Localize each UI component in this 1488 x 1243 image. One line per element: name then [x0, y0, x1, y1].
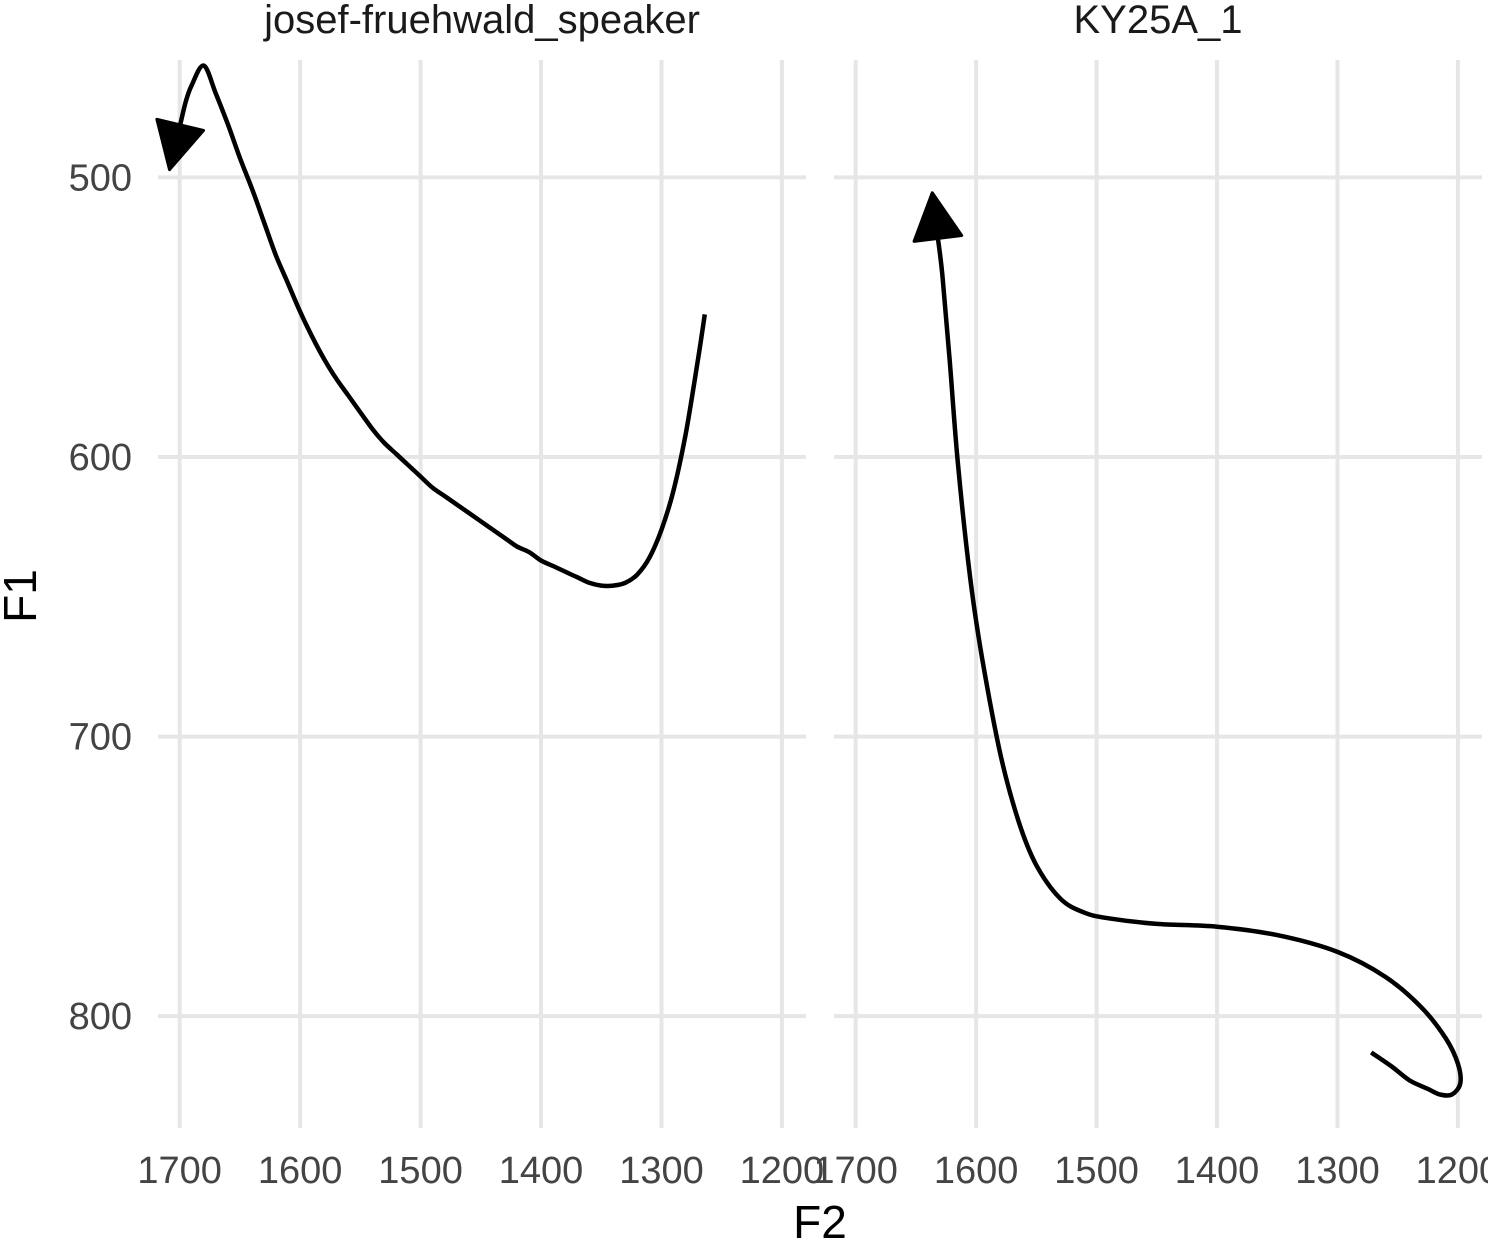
panel-josef-fruehwald-speaker: 1700 1600 1500 1400 1300 1200 josef-fruehwald…	[137, 0, 824, 1192]
panel-0-x-ticks: 1700 1600 1500 1400 1300 1200	[137, 1150, 824, 1192]
trajectory-line	[177, 63, 708, 589]
x-tick-label: 1200	[740, 1150, 825, 1192]
panel-1-x-ticks: 1700 1600 1500 1400 1300 1200	[813, 1150, 1488, 1192]
x-tick-label: 1600	[934, 1150, 1019, 1192]
arrow-head	[155, 117, 206, 172]
arrow-head	[912, 191, 964, 243]
x-tick-label: 1700	[137, 1150, 222, 1192]
panel-1-grid	[834, 60, 1482, 1128]
panel-ky25a-1: 1700 1600 1500 1400 1300 1200 KY25A_1	[813, 0, 1488, 1192]
y-tick-label: 600	[69, 437, 132, 479]
y-axis-ticks: 500 600 700 800	[69, 157, 132, 1038]
x-tick-label: 1600	[258, 1150, 343, 1192]
x-tick-label: 1500	[378, 1150, 463, 1192]
panel-0-trajectory	[155, 63, 708, 589]
panel-1-title: KY25A_1	[1073, 0, 1242, 42]
x-tick-label: 1700	[813, 1150, 898, 1192]
trajectory-line	[935, 235, 1463, 1098]
x-axis-title: F2	[793, 1196, 847, 1243]
y-tick-label: 700	[69, 717, 132, 759]
x-tick-label: 1300	[619, 1150, 704, 1192]
x-tick-label: 1500	[1054, 1150, 1139, 1192]
x-tick-label: 1300	[1295, 1150, 1380, 1192]
x-tick-label: 1400	[1175, 1150, 1260, 1192]
panel-1-trajectory	[912, 191, 1463, 1098]
panel-0-title: josef-fruehwald_speaker	[263, 0, 700, 42]
y-axis-title: F1	[0, 569, 46, 623]
panel-0-grid	[158, 60, 806, 1128]
x-tick-label: 1400	[499, 1150, 584, 1192]
x-tick-label: 1200	[1416, 1150, 1488, 1192]
y-tick-label: 800	[69, 996, 132, 1038]
y-tick-label: 500	[69, 157, 132, 199]
